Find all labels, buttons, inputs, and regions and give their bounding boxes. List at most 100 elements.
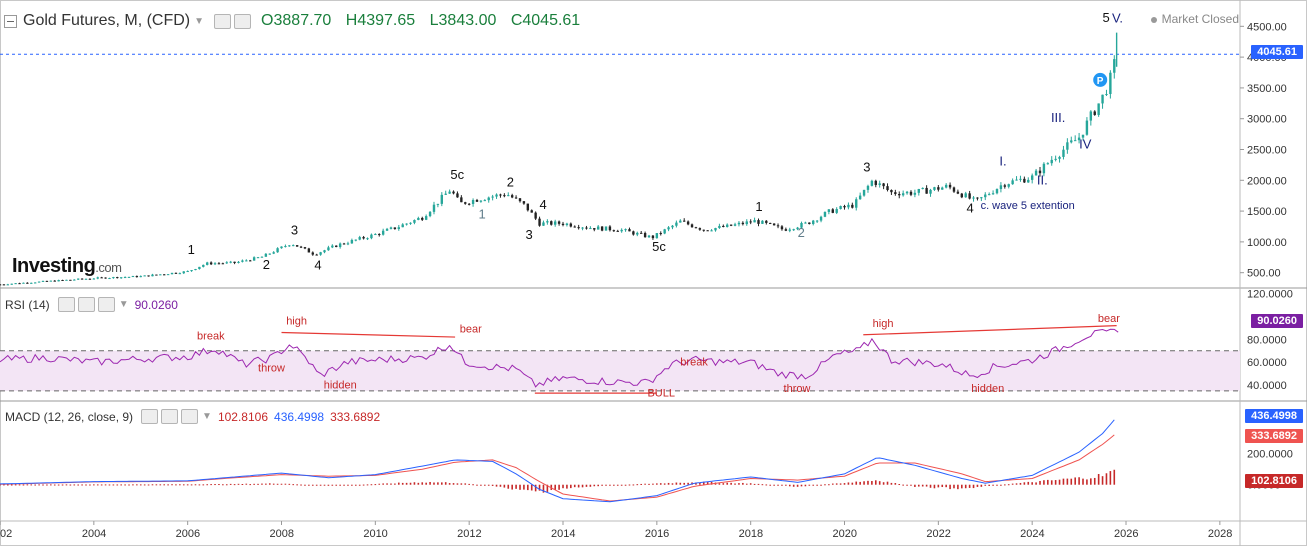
- macd-hist-bar: [831, 483, 834, 485]
- time-tick-label: 2010: [363, 528, 387, 540]
- candle-body: [272, 252, 275, 254]
- candle-body: [163, 274, 166, 276]
- collapse-icon[interactable]: [4, 14, 17, 28]
- candle-body: [847, 204, 850, 208]
- macd-hist-bar: [663, 483, 666, 485]
- candle-body: [483, 200, 487, 202]
- macd-hist-bar: [73, 484, 76, 486]
- macd-hist-bar: [311, 484, 314, 486]
- macd-histogram: [0, 469, 1116, 493]
- macd-title[interactable]: MACD (12, 26, close, 9): [5, 409, 134, 424]
- macd-hist-bar: [378, 483, 381, 485]
- macd-hist-bar: [167, 484, 169, 486]
- candle-body: [170, 272, 174, 275]
- macd-signal-tag: 333.6892: [1245, 429, 1303, 443]
- eye-icon[interactable]: [141, 409, 159, 424]
- wave-label: 3: [863, 160, 870, 175]
- eye-icon[interactable]: [57, 297, 75, 312]
- macd-hist-bar: [1023, 482, 1026, 485]
- chevron-down-icon[interactable]: ▼: [118, 299, 129, 310]
- candle-body: [194, 268, 197, 271]
- macd-hist-bar: [339, 484, 341, 486]
- candle-body: [323, 250, 326, 253]
- candle-body: [984, 194, 987, 198]
- candle-body: [1113, 59, 1116, 73]
- macd-hist-bar: [964, 484, 967, 489]
- candle-body: [546, 221, 549, 223]
- candle-body: [753, 220, 756, 223]
- macd-hist-bar: [538, 484, 541, 491]
- candle-body: [237, 261, 240, 263]
- macd-hist-bar: [984, 484, 987, 486]
- macd-hist-bar: [1043, 480, 1045, 485]
- macd-hist-bar: [1097, 474, 1100, 485]
- candle-body: [647, 235, 651, 238]
- candle-body: [53, 280, 56, 282]
- wave-label: III.: [1051, 110, 1065, 125]
- macd-hist-bar: [3, 484, 5, 486]
- candle-body: [22, 282, 25, 284]
- eye-icon[interactable]: [214, 13, 232, 29]
- candle-body: [729, 224, 733, 226]
- candle-body: [835, 209, 838, 213]
- candle-body: [241, 260, 244, 262]
- macd-hist-bar: [108, 484, 111, 486]
- close-icon[interactable]: [97, 297, 115, 312]
- candle-body: [557, 221, 561, 224]
- close-icon[interactable]: [181, 409, 199, 424]
- time-tick-label: 2018: [739, 528, 763, 540]
- candle-body: [858, 195, 862, 200]
- macd-hist-bar: [362, 484, 365, 486]
- gear-icon[interactable]: [77, 297, 95, 312]
- macd-hist-bar: [484, 484, 486, 486]
- candle-body: [448, 191, 451, 194]
- candle-body: [116, 277, 119, 279]
- macd-hist-bar: [843, 483, 846, 485]
- macd-hist-bar: [112, 484, 115, 486]
- macd-hist-bar: [683, 482, 686, 485]
- candle-body: [264, 253, 268, 257]
- macd-hist-bar: [530, 484, 533, 491]
- candle-body: [41, 280, 45, 282]
- symbol-title[interactable]: Gold Futures, M, (CFD): [23, 12, 191, 29]
- chevron-down-icon[interactable]: ▼: [202, 411, 212, 422]
- macd-hist-bar: [589, 484, 592, 487]
- candle-body: [765, 220, 768, 223]
- candle-body: [225, 262, 228, 264]
- candle-body: [424, 216, 428, 220]
- macd-hist-bar: [1101, 476, 1104, 485]
- rsi-annotation: throw: [258, 362, 285, 374]
- chevron-down-icon[interactable]: ▼: [194, 15, 205, 27]
- candle-body: [405, 223, 408, 225]
- price-tick-label: 2500.00: [1247, 145, 1287, 157]
- candle-body: [534, 212, 537, 219]
- macd-hist-bar: [894, 483, 897, 485]
- candle-body: [722, 225, 725, 227]
- rsi-title[interactable]: RSI (14): [5, 297, 50, 312]
- candle-body: [112, 277, 115, 279]
- macd-hist-bar: [1074, 477, 1076, 485]
- gear-icon[interactable]: [161, 409, 179, 424]
- candle-body: [127, 276, 131, 278]
- candle-body: [397, 227, 400, 229]
- macd-hist-bar: [46, 484, 48, 486]
- wave-label: 2: [263, 257, 270, 272]
- candle-body: [866, 185, 870, 190]
- candle-body: [217, 263, 221, 265]
- candle-body: [796, 227, 799, 230]
- candle-body: [956, 191, 960, 194]
- rsi-annotation: bear: [1098, 313, 1120, 325]
- candle-body: [651, 235, 655, 239]
- macd-hist-bar: [1078, 477, 1080, 485]
- time-tick-label: 2028: [1208, 528, 1232, 540]
- candle-body: [1101, 94, 1104, 104]
- macd-hist-bar: [1047, 479, 1049, 485]
- macd-hist-bar: [1066, 478, 1069, 485]
- gear-icon[interactable]: [234, 13, 252, 29]
- candle-body: [18, 283, 21, 285]
- candle-body: [276, 248, 279, 253]
- macd-hist-bar: [441, 482, 443, 485]
- candle-body: [698, 228, 702, 230]
- macd-hist-bar: [702, 481, 705, 485]
